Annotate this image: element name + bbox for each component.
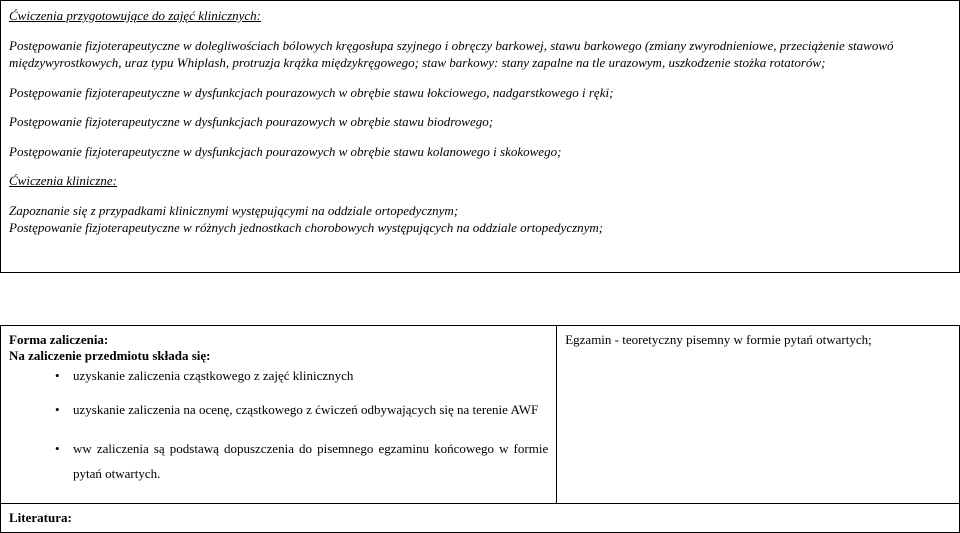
list-item: uzyskanie zaliczenia cząstkowego z zajęć… — [55, 364, 548, 394]
paragraph-5: Zapoznanie się z przypadkami klinicznymi… — [9, 202, 951, 220]
assessment-right-cell: Egzamin - teoretyczny pisemny w formie p… — [557, 326, 960, 503]
paragraph-1: Postępowanie fizjoterapeutyczne w dolegl… — [9, 37, 951, 72]
gap-cell — [1, 273, 960, 326]
document-table: Ćwiczenia przygotowujące do zajęć klinic… — [0, 0, 960, 533]
list-item: ww zaliczenia są podstawą dopuszczenia d… — [55, 433, 548, 496]
clinical-exercises-heading: Ćwiczenia kliniczne: — [9, 172, 951, 190]
paragraph-3: Postępowanie fizjoterapeutyczne w dysfun… — [9, 113, 951, 131]
exam-text: Egzamin - teoretyczny pisemny w formie p… — [565, 332, 871, 347]
bullet-list: uzyskanie zaliczenia cząstkowego z zajęć… — [9, 364, 548, 496]
paragraph-4: Postępowanie fizjoterapeutyczne w dysfun… — [9, 143, 951, 161]
bullet-text: uzyskanie zaliczenia na ocenę, cząstkowe… — [73, 402, 538, 417]
list-item: uzyskanie zaliczenia na ocenę, cząstkowe… — [55, 394, 548, 433]
literature-cell: Literatura: — [1, 503, 960, 532]
literature-label: Literatura: — [9, 510, 72, 525]
paragraph-2: Postępowanie fizjoterapeutyczne w dysfun… — [9, 84, 951, 102]
assessment-left-cell: Forma zaliczenia: Na zaliczenie przedmio… — [1, 326, 557, 503]
form-heading-2: Na zaliczenie przedmiotu składa się: — [9, 348, 548, 364]
exercises-cell: Ćwiczenia przygotowujące do zajęć klinic… — [1, 1, 960, 273]
paragraph-6: Postępowanie fizjoterapeutyczne w różnyc… — [9, 219, 951, 237]
prep-exercises-heading: Ćwiczenia przygotowujące do zajęć klinic… — [9, 7, 951, 25]
form-heading-1: Forma zaliczenia: — [9, 332, 548, 348]
bullet-text: ww zaliczenia są podstawą dopuszczenia d… — [73, 441, 548, 481]
bullet-text: uzyskanie zaliczenia cząstkowego z zajęć… — [73, 368, 353, 383]
